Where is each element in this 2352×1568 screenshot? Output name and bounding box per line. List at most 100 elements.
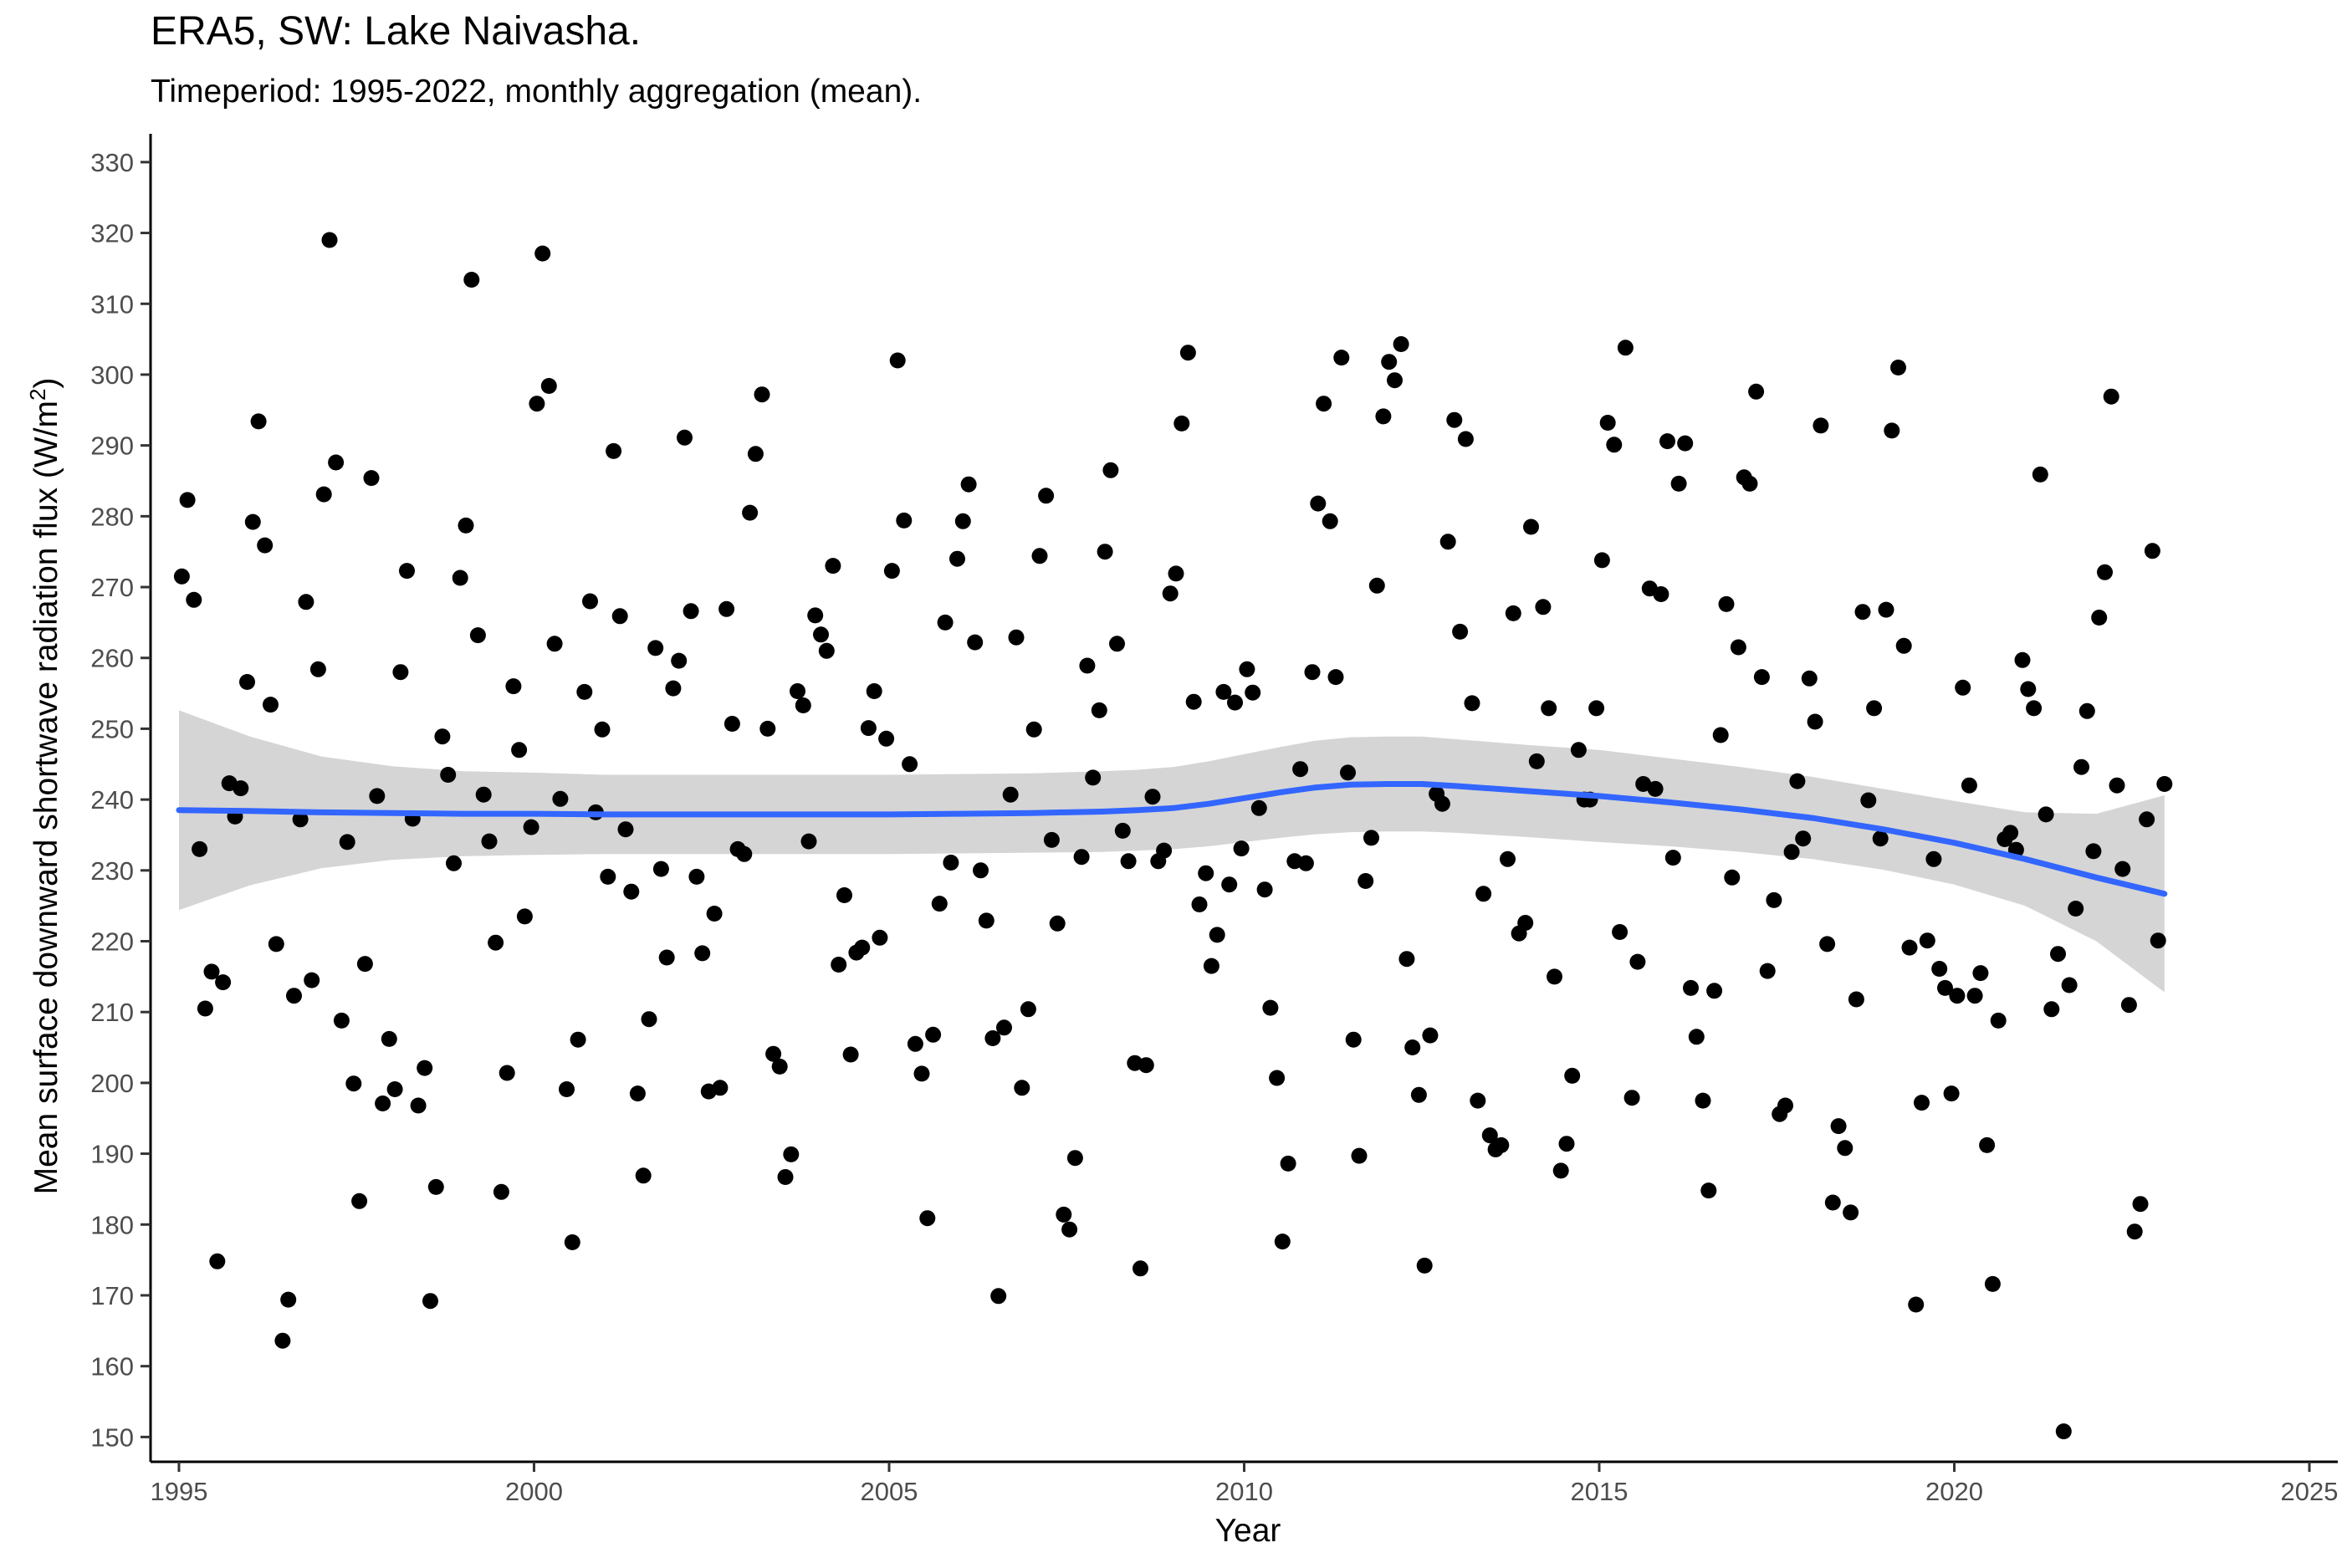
data-point: [1102, 462, 1119, 478]
data-point: [807, 607, 824, 624]
data-point: [250, 413, 267, 430]
data-point: [2014, 651, 2031, 668]
data-point: [712, 1080, 729, 1096]
data-point: [339, 834, 355, 850]
data-point: [1878, 601, 1894, 618]
data-point: [594, 721, 611, 738]
data-point: [197, 1000, 213, 1017]
data-point: [1700, 1182, 1717, 1199]
smooth-line: [176, 781, 2168, 897]
data-point: [1837, 1140, 1853, 1157]
data-point: [1422, 1027, 1439, 1044]
data-point: [1984, 1275, 2001, 1292]
data-point: [1593, 552, 1610, 569]
data-point: [1748, 383, 1765, 400]
data-point: [1304, 664, 1321, 681]
data-point: [1564, 1067, 1581, 1084]
data-point: [1914, 1095, 1930, 1111]
data-point: [1872, 830, 1889, 847]
data-point: [1144, 789, 1161, 805]
data-point: [1647, 780, 1664, 797]
data-point: [192, 840, 208, 857]
data-point: [1250, 799, 1267, 816]
data-point: [777, 1169, 794, 1185]
data-point: [795, 697, 811, 713]
data-point: [1990, 1012, 2007, 1029]
data-point: [2050, 946, 2066, 963]
data-point: [399, 563, 415, 580]
data-point: [706, 906, 723, 922]
data-point: [658, 949, 675, 966]
data-point: [1535, 599, 1552, 615]
data-point: [747, 446, 764, 462]
data-point: [896, 512, 913, 529]
data-point: [1215, 683, 1232, 700]
data-point: [973, 862, 989, 879]
data-point: [1517, 915, 1534, 931]
data-point: [1274, 1233, 1291, 1250]
y-axis-title: Mean surface downward shortwave radiatio…: [25, 378, 64, 1195]
data-point: [771, 1058, 788, 1075]
data-point: [854, 939, 871, 956]
data-point: [623, 883, 640, 900]
data-point: [1588, 700, 1605, 717]
data-point: [1387, 372, 1403, 389]
data-point: [1227, 694, 1243, 711]
data-point: [356, 956, 373, 973]
data-point: [363, 470, 380, 487]
data-point: [1292, 761, 1309, 778]
data-point: [842, 1046, 859, 1063]
data-point: [534, 245, 551, 262]
data-point: [1439, 534, 1456, 550]
x-tick-label: 1995: [150, 1477, 207, 1506]
data-point: [1943, 1085, 1960, 1102]
data-point: [790, 683, 805, 699]
data-point: [1783, 844, 1800, 861]
data-point: [1043, 831, 1060, 848]
data-point: [1866, 700, 1883, 717]
data-point: [677, 429, 693, 446]
data-point: [540, 378, 557, 394]
data-point: [1446, 411, 1463, 428]
data-point: [754, 386, 770, 403]
data-point: [1322, 513, 1338, 529]
data-point: [1002, 786, 1019, 803]
data-point: [1475, 886, 1492, 902]
y-tick-label: 250: [90, 714, 134, 743]
data-point: [1813, 417, 1829, 434]
data-point: [304, 972, 320, 988]
data-point: [392, 664, 409, 681]
data-point: [1972, 965, 1989, 982]
y-axis-title-superscript: 2: [25, 389, 50, 401]
data-point: [1056, 1206, 1072, 1223]
data-point: [452, 569, 468, 586]
data-point: [427, 1178, 444, 1195]
data-point: [1038, 488, 1055, 504]
data-point: [1653, 586, 1669, 602]
data-point: [2091, 610, 2108, 626]
data-point: [606, 442, 622, 459]
data-point: [1351, 1147, 1368, 1164]
data-point: [718, 600, 735, 617]
data-point: [1884, 422, 1900, 439]
data-point: [1528, 753, 1545, 769]
data-point: [203, 963, 220, 980]
data-point: [1297, 855, 1314, 871]
data-point: [298, 594, 314, 610]
data-point: [523, 819, 539, 835]
data-point: [1031, 548, 1048, 564]
data-point: [1109, 636, 1125, 652]
data-point: [1256, 881, 1273, 898]
data-point: [328, 454, 345, 471]
data-point: [1398, 951, 1415, 968]
data-point: [866, 683, 882, 699]
data-point: [186, 591, 202, 608]
data-point: [505, 678, 522, 695]
y-tick-label: 280: [90, 502, 134, 531]
data-point: [1310, 495, 1327, 512]
data-point: [1623, 1090, 1640, 1106]
data-point: [1066, 1150, 1083, 1167]
data-point: [2139, 811, 2155, 828]
x-axis-title: Year: [1215, 1513, 1281, 1549]
